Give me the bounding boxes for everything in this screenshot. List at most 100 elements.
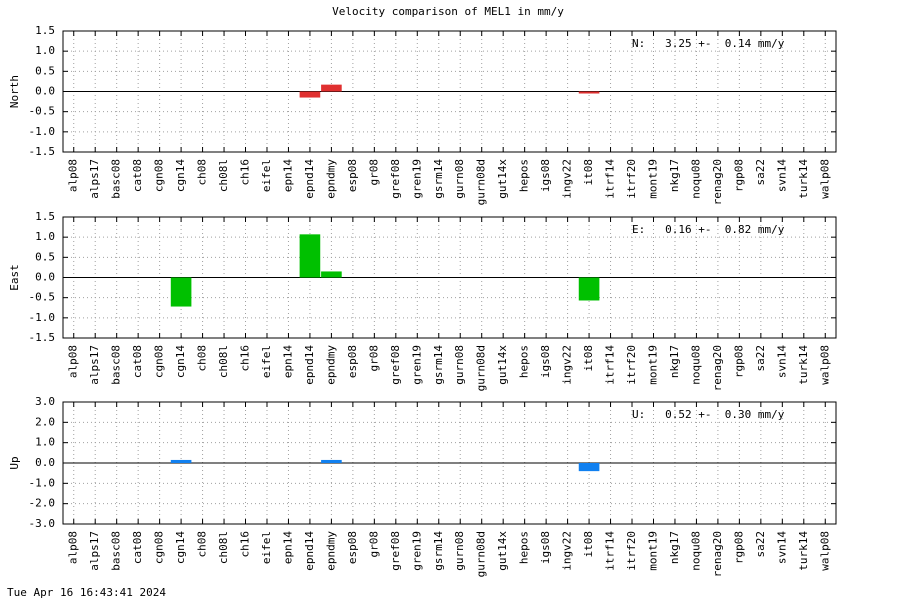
- x-tick-label: ch16: [239, 531, 252, 558]
- bar: [170, 459, 192, 463]
- x-tick-label: gsrm14: [432, 345, 445, 385]
- x-tick-label: cgn14: [174, 531, 187, 564]
- x-tick-label: igs08: [539, 345, 552, 378]
- x-tick-label: cgn14: [174, 159, 187, 192]
- x-tick-label: alps17: [88, 345, 101, 385]
- x-tick-label: basc08: [110, 345, 123, 385]
- x-tick-label: igs08: [539, 159, 552, 192]
- plot-frame: [62, 216, 837, 339]
- bar: [578, 91, 600, 94]
- x-tick-label: esp08: [346, 345, 359, 378]
- x-tick-label: gref08: [389, 159, 402, 199]
- y-tick-label: 0.0: [35, 85, 55, 98]
- x-tick-label: itrf14: [604, 345, 617, 385]
- x-tick-label: noqu08: [689, 345, 702, 385]
- x-tick-label: renag20: [711, 345, 724, 391]
- x-tick-label: itrf20: [625, 345, 638, 385]
- y-tick-label: -2.0: [29, 497, 56, 510]
- x-tick-label: gr08: [367, 531, 380, 558]
- y-tick-label: 0.0: [35, 456, 55, 469]
- y-tick-label: 3.0: [35, 395, 55, 408]
- annotation: E: 0.16 +- 0.82 mm/y: [632, 223, 785, 236]
- y-tick-label: 2.0: [35, 415, 55, 428]
- x-tick-label: gurn08d: [475, 159, 488, 205]
- plot-frame: [62, 401, 837, 525]
- x-tick-label: cgn14: [174, 345, 187, 378]
- timestamp: Tue Apr 16 16:43:41 2024: [7, 586, 166, 599]
- bar: [578, 463, 600, 472]
- x-tick-label: gsrm14: [432, 531, 445, 571]
- bar: [170, 277, 192, 307]
- x-tick-label: cat08: [131, 345, 144, 378]
- x-tick-label: it08: [582, 345, 595, 372]
- x-tick-label: epnd14: [303, 159, 316, 199]
- x-tick-label: gren19: [410, 159, 423, 199]
- y-tick-label: -1.0: [29, 311, 56, 324]
- x-tick-label: mont19: [646, 159, 659, 199]
- x-tick-label: gurn08d: [475, 345, 488, 391]
- y-tick-label: 1.5: [35, 24, 55, 37]
- x-tick-label: nkg17: [668, 531, 681, 564]
- x-tick-label: ingv22: [561, 531, 574, 571]
- x-tick-label: svn14: [775, 345, 788, 378]
- x-tick-label: epndmy: [324, 345, 337, 385]
- x-tick-label: itrf14: [604, 531, 617, 571]
- x-tick-label: gurn08d: [475, 531, 488, 577]
- x-tick-label: epndmy: [324, 531, 337, 571]
- x-tick-label: hepos: [518, 531, 531, 564]
- x-tick-label: renag20: [711, 159, 724, 205]
- x-tick-label: renag20: [711, 531, 724, 577]
- x-tick-label: sa22: [754, 345, 767, 372]
- x-tick-label: alps17: [88, 531, 101, 571]
- x-tick-label: sa22: [754, 159, 767, 186]
- x-tick-label: epnd14: [303, 345, 316, 385]
- x-tick-label: svn14: [775, 159, 788, 192]
- x-tick-label: ch16: [239, 345, 252, 372]
- x-tick-label: hepos: [518, 345, 531, 378]
- y-tick-label: -1.0: [29, 125, 56, 138]
- y-tick-label: -1.0: [29, 476, 56, 489]
- x-tick-label: cat08: [131, 531, 144, 564]
- bar: [299, 91, 321, 98]
- bar: [321, 84, 342, 92]
- x-tick-label: ch08l: [217, 159, 230, 192]
- x-tick-label: gref08: [389, 345, 402, 385]
- bar: [321, 459, 342, 463]
- x-tick-label: it08: [582, 159, 595, 186]
- x-tick-label: nkg17: [668, 345, 681, 378]
- x-tick-label: gurn08: [453, 345, 466, 385]
- x-tick-label: alp08: [67, 159, 80, 192]
- y-axis-label: East: [8, 264, 21, 291]
- x-tick-label: eifel: [260, 345, 273, 378]
- x-tick-label: eifel: [260, 531, 273, 564]
- x-tick-label: ch08: [196, 531, 209, 558]
- x-tick-label: mont19: [646, 531, 659, 571]
- x-tick-label: turk14: [797, 159, 810, 199]
- y-tick-label: -0.5: [29, 291, 56, 304]
- y-tick-label: 1.0: [35, 436, 55, 449]
- x-tick-label: nkg17: [668, 159, 681, 192]
- x-tick-label: esp08: [346, 531, 359, 564]
- x-tick-label: svn14: [775, 531, 788, 564]
- x-tick-label: gurn08: [453, 159, 466, 199]
- x-tick-label: epn14: [281, 531, 294, 564]
- y-tick-label: 1.0: [35, 44, 55, 57]
- x-tick-label: ingv22: [561, 345, 574, 385]
- x-tick-label: gren19: [410, 531, 423, 571]
- x-tick-label: ch08l: [217, 531, 230, 564]
- x-tick-label: walp08: [818, 531, 831, 571]
- x-tick-label: ch08: [196, 345, 209, 372]
- annotation: U: 0.52 +- 0.30 mm/y: [632, 408, 785, 421]
- y-tick-label: 0.0: [35, 271, 55, 284]
- x-tick-label: gren19: [410, 345, 423, 385]
- y-axis-label: Up: [8, 456, 21, 469]
- x-tick-label: turk14: [797, 531, 810, 571]
- y-tick-label: -0.5: [29, 105, 56, 118]
- bar: [578, 277, 600, 301]
- x-tick-label: eifel: [260, 159, 273, 192]
- x-tick-label: sa22: [754, 531, 767, 558]
- y-tick-label: 0.5: [35, 64, 55, 77]
- x-tick-label: itrf14: [604, 159, 617, 199]
